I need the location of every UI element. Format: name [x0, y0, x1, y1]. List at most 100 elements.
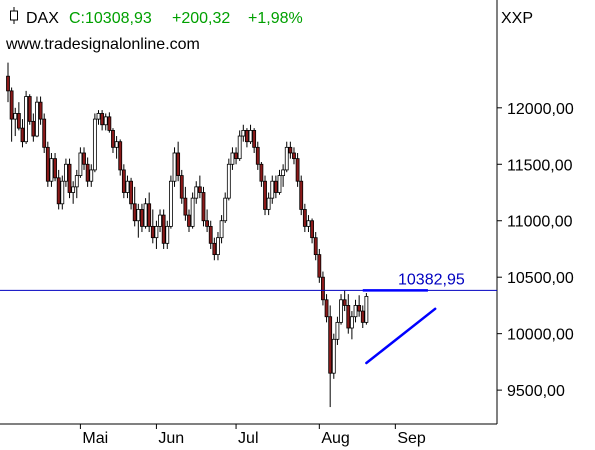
- candle: [53, 152, 57, 182]
- candle: [302, 203, 307, 233]
- candle-body-up: [270, 180, 275, 199]
- x-tick-label: Jul: [238, 430, 258, 447]
- candle: [216, 232, 220, 261]
- candle: [85, 157, 90, 187]
- x-tick-label: Jun: [158, 430, 184, 447]
- candle-body-down: [201, 192, 206, 222]
- candle: [35, 96, 39, 138]
- candle: [140, 203, 144, 233]
- candle-body-down: [357, 305, 362, 312]
- candle-body-down: [208, 225, 213, 244]
- candle-body-down: [310, 220, 314, 239]
- candle: [299, 175, 304, 216]
- candle-body-down: [6, 75, 10, 92]
- candle: [339, 294, 343, 325]
- x-tick-label: Mai: [82, 430, 108, 447]
- candle: [165, 220, 170, 249]
- candle: [321, 271, 325, 306]
- candle: [223, 192, 228, 223]
- candle: [103, 113, 108, 131]
- candle-body-down: [85, 163, 90, 182]
- candle: [331, 333, 336, 379]
- candle-body-up: [158, 214, 162, 227]
- y-axis: 12000,00 11500,00 11000,00 10500,00 10000,00…: [497, 101, 574, 400]
- candle: [219, 215, 224, 244]
- candle: [136, 203, 141, 238]
- candle-body-up: [35, 101, 39, 137]
- candle-body-up: [13, 113, 18, 120]
- candle-body-down: [245, 129, 249, 143]
- candle: [49, 152, 54, 187]
- candle: [16, 102, 21, 131]
- y-tick-label: 10500,00: [507, 270, 574, 287]
- change-value: +200,32: [172, 10, 230, 27]
- candle: [176, 141, 181, 182]
- candle-body-down: [252, 129, 257, 148]
- candle-body-up: [168, 180, 173, 227]
- candle-body-up: [223, 197, 228, 222]
- candle: [78, 147, 83, 178]
- candle-body-down: [147, 203, 152, 227]
- candle-body-down: [9, 90, 14, 120]
- candle-body-down: [53, 158, 57, 179]
- candle-body-down: [302, 209, 307, 227]
- candle-body-up: [230, 152, 235, 165]
- candle: [24, 90, 29, 144]
- candle-body-up: [172, 152, 177, 182]
- candle-body-down: [42, 118, 47, 148]
- candle-body-down: [187, 214, 191, 227]
- candle-body-up: [364, 295, 369, 323]
- candle: [100, 110, 105, 131]
- candle-body-up: [60, 180, 65, 205]
- candle-body-up: [92, 118, 97, 171]
- website-label: www.tradesignalonline.com: [5, 36, 200, 53]
- candle: [266, 192, 271, 216]
- candle-body-down: [140, 209, 144, 227]
- candle-body-up: [226, 163, 231, 199]
- candle-body-down: [118, 141, 123, 171]
- candle: [6, 62, 10, 103]
- candle: [201, 186, 206, 227]
- candle-body-up: [237, 135, 242, 160]
- candle: [284, 141, 289, 173]
- candle-body-down: [273, 180, 278, 193]
- candle: [161, 209, 166, 249]
- candle-body-down: [313, 237, 318, 256]
- candle-body-down: [317, 254, 322, 278]
- y-tick-label: 10000,00: [507, 327, 574, 344]
- candle-body-down: [288, 146, 293, 154]
- candlestick-icon: [10, 7, 18, 24]
- candle: [179, 169, 184, 204]
- y-tick-label: 12000,00: [507, 101, 574, 118]
- candle: [71, 181, 76, 204]
- candle-body-down: [111, 129, 115, 148]
- candle: [125, 175, 130, 199]
- candle: [190, 192, 195, 229]
- candle-body-up: [71, 186, 76, 193]
- candle-body-up: [331, 338, 336, 374]
- candle: [64, 158, 68, 187]
- candle: [9, 87, 14, 142]
- candle: [342, 290, 347, 312]
- candle: [346, 294, 351, 334]
- candle: [20, 119, 25, 148]
- candle: [317, 248, 322, 283]
- candle: [259, 162, 264, 187]
- candle-body-down: [346, 305, 351, 329]
- candle-body-down: [212, 242, 217, 256]
- candle: [147, 192, 152, 233]
- candle-body-up: [96, 113, 101, 120]
- resistance-label: 10382,95: [398, 271, 465, 288]
- candle: [226, 158, 231, 201]
- y-tick-label: 11500,00: [507, 157, 573, 174]
- candle: [277, 169, 282, 195]
- candle: [89, 164, 94, 187]
- candle-body-down: [56, 177, 61, 205]
- candle-body-down: [295, 158, 300, 182]
- candle-body-down: [67, 163, 72, 193]
- candle-body-down: [263, 180, 267, 210]
- candle-body-up: [89, 169, 94, 182]
- candle: [67, 158, 72, 199]
- candle: [143, 198, 148, 229]
- candle: [107, 112, 112, 133]
